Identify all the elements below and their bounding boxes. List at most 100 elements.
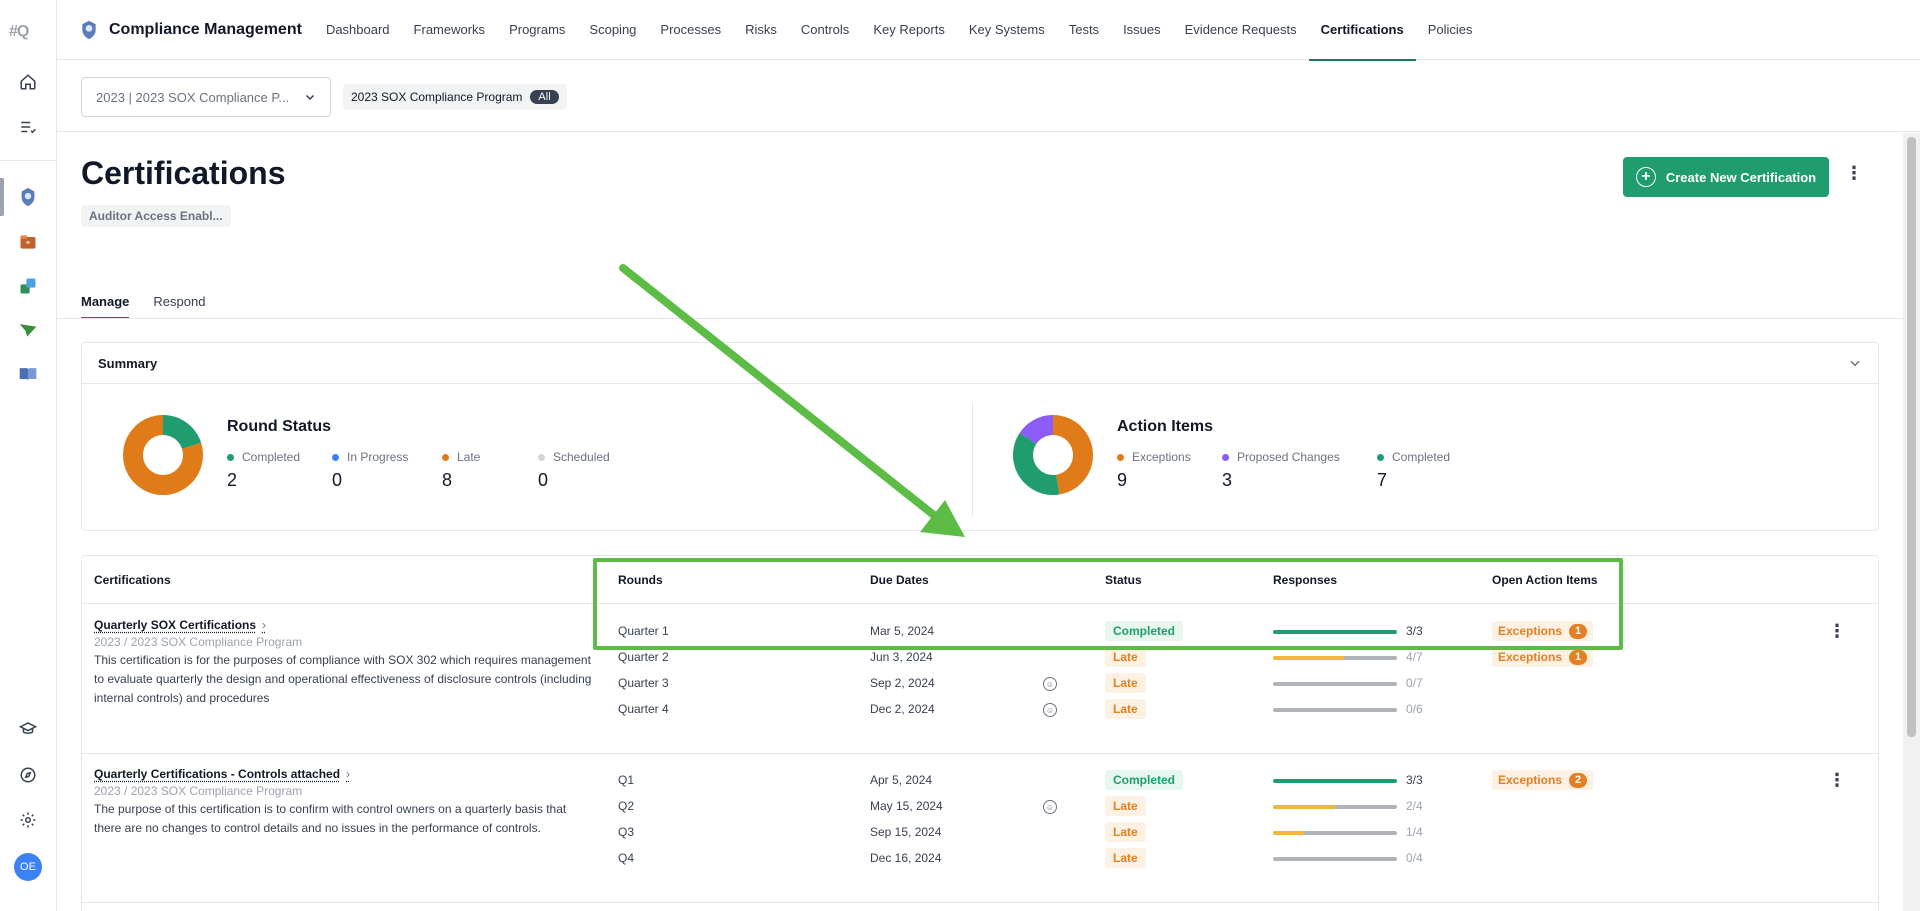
legend-completed: Completed 2 <box>227 450 332 491</box>
compliance-icon[interactable] <box>14 183 42 211</box>
legend-dot <box>1117 453 1124 461</box>
tab-manage[interactable]: Manage <box>81 283 130 319</box>
tab-respond[interactable]: Respond <box>153 293 206 309</box>
legend-exceptions: Exceptions 9 <box>1117 450 1222 491</box>
round-name[interactable]: Quarter 4 <box>618 702 669 716</box>
chevron-down-icon <box>1850 360 1860 367</box>
page-scrollbar[interactable] <box>1903 133 1920 911</box>
nav-controls[interactable]: Controls <box>800 22 850 37</box>
nav-dashboard[interactable]: Dashboard <box>325 22 390 37</box>
exceptions-chip[interactable]: Exceptions 1 <box>1492 621 1594 641</box>
auditor-access-chip[interactable]: Auditor Access Enabl... <box>81 205 231 227</box>
create-new-certification-button[interactable]: + Create New Certification <box>1623 157 1829 197</box>
nav-tests[interactable]: Tests <box>1068 22 1100 37</box>
legend-value: 2 <box>227 470 238 490</box>
due-date: Jun 3, 2024 <box>870 650 933 664</box>
legend-in-progress: In Progress 0 <box>332 450 442 491</box>
certification-name-link[interactable]: Quarterly Certifications - Controls atta… <box>94 767 351 781</box>
learn-icon[interactable] <box>14 715 42 743</box>
program-select[interactable]: 2023 | 2023 SOX Compliance P... <box>81 77 331 117</box>
legend-value: 9 <box>1117 470 1128 490</box>
round-name[interactable]: Q3 <box>618 825 635 839</box>
round-name[interactable]: Quarter 3 <box>618 676 669 690</box>
nav-issues[interactable]: Issues <box>1123 22 1161 37</box>
due-date: Mar 5, 2024 <box>870 624 935 638</box>
app-title-text: Compliance Management <box>109 20 302 38</box>
folder-icon[interactable] <box>14 228 42 256</box>
exceptions-count: 1 <box>1569 649 1588 665</box>
responses-progress-bar <box>1273 831 1397 835</box>
row-more-icon[interactable]: ⋮ <box>1828 770 1846 790</box>
summary-header[interactable]: Summary <box>82 343 1878 384</box>
legend-dot <box>538 453 545 461</box>
nav-risks[interactable]: Risks <box>745 22 777 37</box>
responses-progress-bar <box>1273 630 1397 634</box>
nav-certifications[interactable]: Certifications <box>1308 0 1416 61</box>
donut-segment-completed <box>1013 415 1093 495</box>
responses-count: 0/4 <box>1406 851 1423 865</box>
responses-count: 0/7 <box>1406 676 1423 690</box>
status-badge: Late <box>1105 848 1146 868</box>
nav-key-reports[interactable]: Key Reports <box>873 22 945 37</box>
home-icon[interactable] <box>14 68 42 96</box>
sync-icon[interactable] <box>14 272 42 300</box>
exceptions-chip[interactable]: Exceptions 1 <box>1492 647 1594 667</box>
send-icon[interactable] <box>14 316 42 344</box>
nav-key-systems[interactable]: Key Systems <box>968 22 1045 37</box>
action-items-title: Action Items <box>1117 418 1214 435</box>
scrollbar-thumb[interactable] <box>1907 137 1916 737</box>
reminder-icon[interactable]: ☺ <box>1043 703 1057 717</box>
round-status-donut <box>123 415 203 495</box>
round-name[interactable]: Q4 <box>618 851 635 865</box>
round-name[interactable]: Quarter 1 <box>618 624 669 638</box>
exceptions-chip[interactable]: Exceptions 2 <box>1492 770 1594 790</box>
top-navigation: Compliance Management Dashboard Framework… <box>57 0 1920 61</box>
user-avatar[interactable]: OE <box>14 853 42 881</box>
round-name[interactable]: Q1 <box>618 773 635 787</box>
round-name[interactable]: Q2 <box>618 799 635 813</box>
due-date: Sep 15, 2024 <box>870 825 942 839</box>
reminder-icon[interactable]: ☺ <box>1043 800 1057 814</box>
certification-description: The purpose of this certification is to … <box>94 802 567 835</box>
header-certifications: Certifications <box>94 573 171 587</box>
legend-late: Late 8 <box>442 450 538 491</box>
chevron-down-icon <box>305 94 315 101</box>
nav-frameworks[interactable]: Frameworks <box>413 22 486 37</box>
certification-name-link[interactable]: Quarterly SOX Certifications › <box>94 618 267 632</box>
legend-dot <box>227 453 234 461</box>
legend-value: 7 <box>1377 470 1388 490</box>
app-title[interactable]: Compliance Management <box>79 19 302 41</box>
responses-progress-fill <box>1273 831 1304 835</box>
nav-programs[interactable]: Programs <box>509 22 566 37</box>
program-chip[interactable]: 2023 SOX Compliance Program All <box>343 84 567 110</box>
responses-count: 0/6 <box>1406 702 1423 716</box>
reminder-icon[interactable]: ☺ <box>1043 677 1057 691</box>
chevron-right-icon: › <box>262 618 267 632</box>
responses-progress-bar <box>1273 708 1397 712</box>
status-badge: Late <box>1105 699 1146 719</box>
nav-scoping[interactable]: Scoping <box>589 22 637 37</box>
status-badge: Late <box>1105 647 1146 667</box>
donut-segment-late <box>123 415 203 495</box>
nav-processes[interactable]: Processes <box>660 22 722 37</box>
tasks-icon[interactable] <box>14 113 42 141</box>
status-badge: Late <box>1105 796 1146 816</box>
donut-segment-proposed-changes <box>1013 415 1093 495</box>
page-more-icon[interactable]: ⋮ <box>1845 163 1863 183</box>
legend-dot <box>332 453 339 461</box>
round-name[interactable]: Quarter 2 <box>618 650 669 664</box>
nav-policies[interactable]: Policies <box>1427 22 1473 37</box>
nav-evidence-requests[interactable]: Evidence Requests <box>1184 22 1297 37</box>
action-items-donut <box>1013 415 1093 495</box>
program-chip-pill: All <box>530 90 559 104</box>
app-logo[interactable]: #Q <box>9 23 29 40</box>
gear-icon[interactable] <box>14 806 42 834</box>
compass-icon[interactable] <box>14 761 42 789</box>
book-icon[interactable] <box>14 360 42 388</box>
header-due-dates: Due Dates <box>870 573 929 587</box>
status-badge: Late <box>1105 822 1146 842</box>
due-date: Apr 5, 2024 <box>870 773 933 787</box>
row-more-icon[interactable]: ⋮ <box>1828 621 1846 641</box>
responses-count: 3/3 <box>1406 624 1423 638</box>
status-badge: Completed <box>1105 621 1184 641</box>
